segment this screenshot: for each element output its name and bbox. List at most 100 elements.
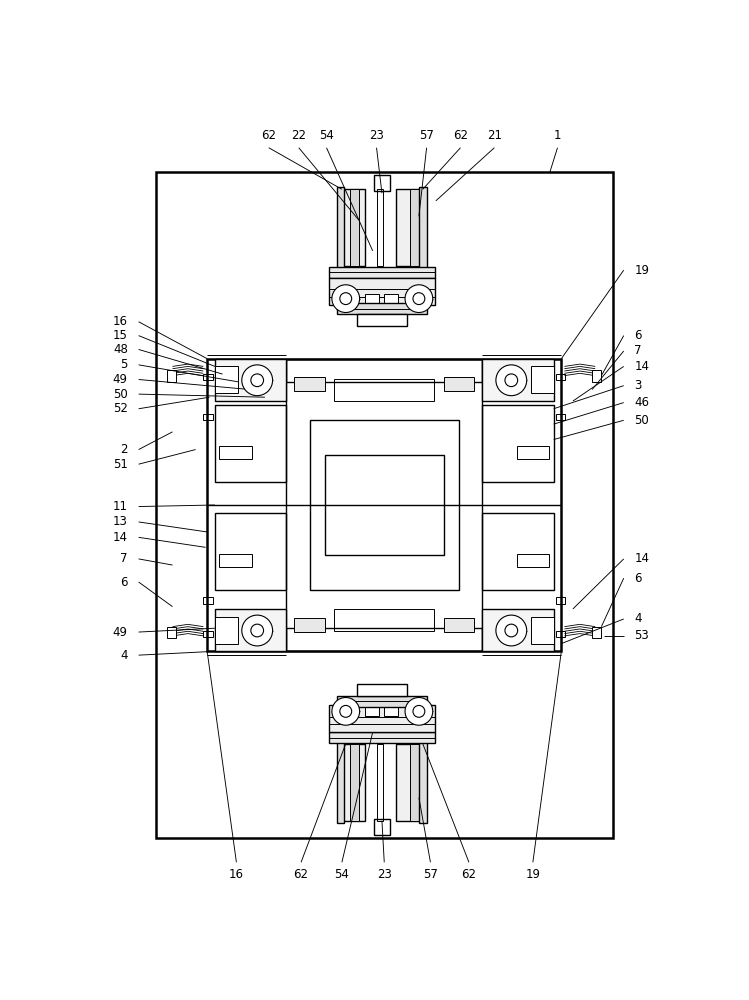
Bar — [309, 420, 459, 590]
Bar — [336, 696, 428, 707]
Bar — [329, 732, 435, 743]
Circle shape — [242, 365, 273, 396]
Bar — [203, 414, 213, 420]
Bar — [215, 617, 238, 644]
Text: 62: 62 — [294, 868, 309, 881]
Bar — [374, 819, 389, 835]
Text: 62: 62 — [261, 129, 276, 142]
Bar — [167, 370, 176, 382]
Bar — [167, 627, 176, 638]
Text: 7: 7 — [121, 552, 128, 565]
Bar — [357, 684, 407, 696]
Text: 6: 6 — [121, 576, 128, 588]
Text: 21: 21 — [487, 129, 502, 142]
Bar — [530, 366, 554, 393]
Bar — [443, 377, 474, 391]
Bar — [419, 187, 427, 270]
Bar — [215, 359, 286, 401]
Bar — [329, 267, 435, 278]
Bar — [482, 513, 554, 590]
Bar — [329, 705, 435, 732]
Text: 54: 54 — [335, 868, 349, 881]
Bar — [286, 628, 482, 651]
Text: 14: 14 — [634, 360, 649, 373]
Bar — [517, 554, 549, 567]
Text: 3: 3 — [634, 379, 642, 392]
Bar — [336, 303, 428, 314]
Bar — [203, 597, 213, 604]
Circle shape — [505, 374, 518, 387]
Bar — [410, 744, 419, 821]
Text: 19: 19 — [634, 264, 649, 277]
Text: 23: 23 — [369, 129, 384, 142]
Bar — [377, 189, 383, 266]
Circle shape — [496, 365, 527, 396]
Bar — [556, 631, 565, 637]
Circle shape — [405, 698, 433, 725]
Bar — [482, 405, 554, 482]
Text: 49: 49 — [113, 373, 128, 386]
Bar — [443, 618, 474, 632]
Bar — [377, 744, 383, 821]
Text: 48: 48 — [113, 343, 128, 356]
Text: 57: 57 — [419, 129, 434, 142]
Text: 50: 50 — [113, 388, 128, 401]
Bar — [215, 366, 238, 393]
Text: 49: 49 — [113, 626, 128, 639]
Bar — [342, 744, 365, 821]
Text: 14: 14 — [113, 531, 128, 544]
Circle shape — [332, 285, 360, 312]
Text: 13: 13 — [113, 515, 128, 528]
Bar — [215, 513, 286, 590]
Circle shape — [413, 705, 425, 717]
Text: 7: 7 — [634, 344, 642, 358]
Bar — [395, 744, 419, 821]
Bar — [203, 631, 213, 637]
Circle shape — [496, 615, 527, 646]
Bar — [384, 294, 398, 303]
Text: 6: 6 — [634, 329, 642, 342]
Bar — [207, 359, 561, 651]
Text: 16: 16 — [229, 868, 244, 881]
Bar — [350, 189, 359, 266]
Text: 4: 4 — [121, 649, 128, 662]
Bar — [384, 707, 398, 716]
Circle shape — [340, 705, 352, 717]
Circle shape — [505, 624, 518, 637]
Bar — [219, 446, 252, 459]
Text: 19: 19 — [525, 868, 540, 881]
Text: 11: 11 — [113, 500, 128, 513]
Circle shape — [405, 285, 433, 312]
Bar — [294, 377, 325, 391]
Bar — [350, 744, 359, 821]
Bar — [334, 609, 434, 631]
Text: 5: 5 — [121, 358, 128, 371]
Bar — [395, 189, 419, 266]
Bar — [203, 374, 213, 380]
Bar — [156, 172, 613, 838]
Bar — [365, 294, 379, 303]
Bar — [325, 455, 443, 555]
Circle shape — [242, 615, 273, 646]
Text: 52: 52 — [113, 402, 128, 415]
Circle shape — [251, 624, 264, 637]
Text: 2: 2 — [121, 443, 128, 456]
Text: 23: 23 — [377, 868, 392, 881]
Text: 16: 16 — [113, 315, 128, 328]
Bar — [517, 446, 549, 459]
Text: 62: 62 — [461, 868, 476, 881]
Circle shape — [340, 293, 352, 305]
Text: 14: 14 — [634, 552, 649, 565]
Bar — [365, 707, 379, 716]
Bar — [419, 740, 427, 823]
Bar — [286, 359, 482, 382]
Text: 6: 6 — [634, 572, 642, 585]
Bar — [336, 740, 345, 823]
Text: 1: 1 — [554, 129, 561, 142]
Text: 57: 57 — [423, 868, 438, 881]
Bar — [215, 609, 286, 651]
Text: 50: 50 — [634, 414, 649, 427]
Bar — [556, 597, 565, 604]
Text: 51: 51 — [113, 458, 128, 471]
Bar — [482, 609, 554, 651]
